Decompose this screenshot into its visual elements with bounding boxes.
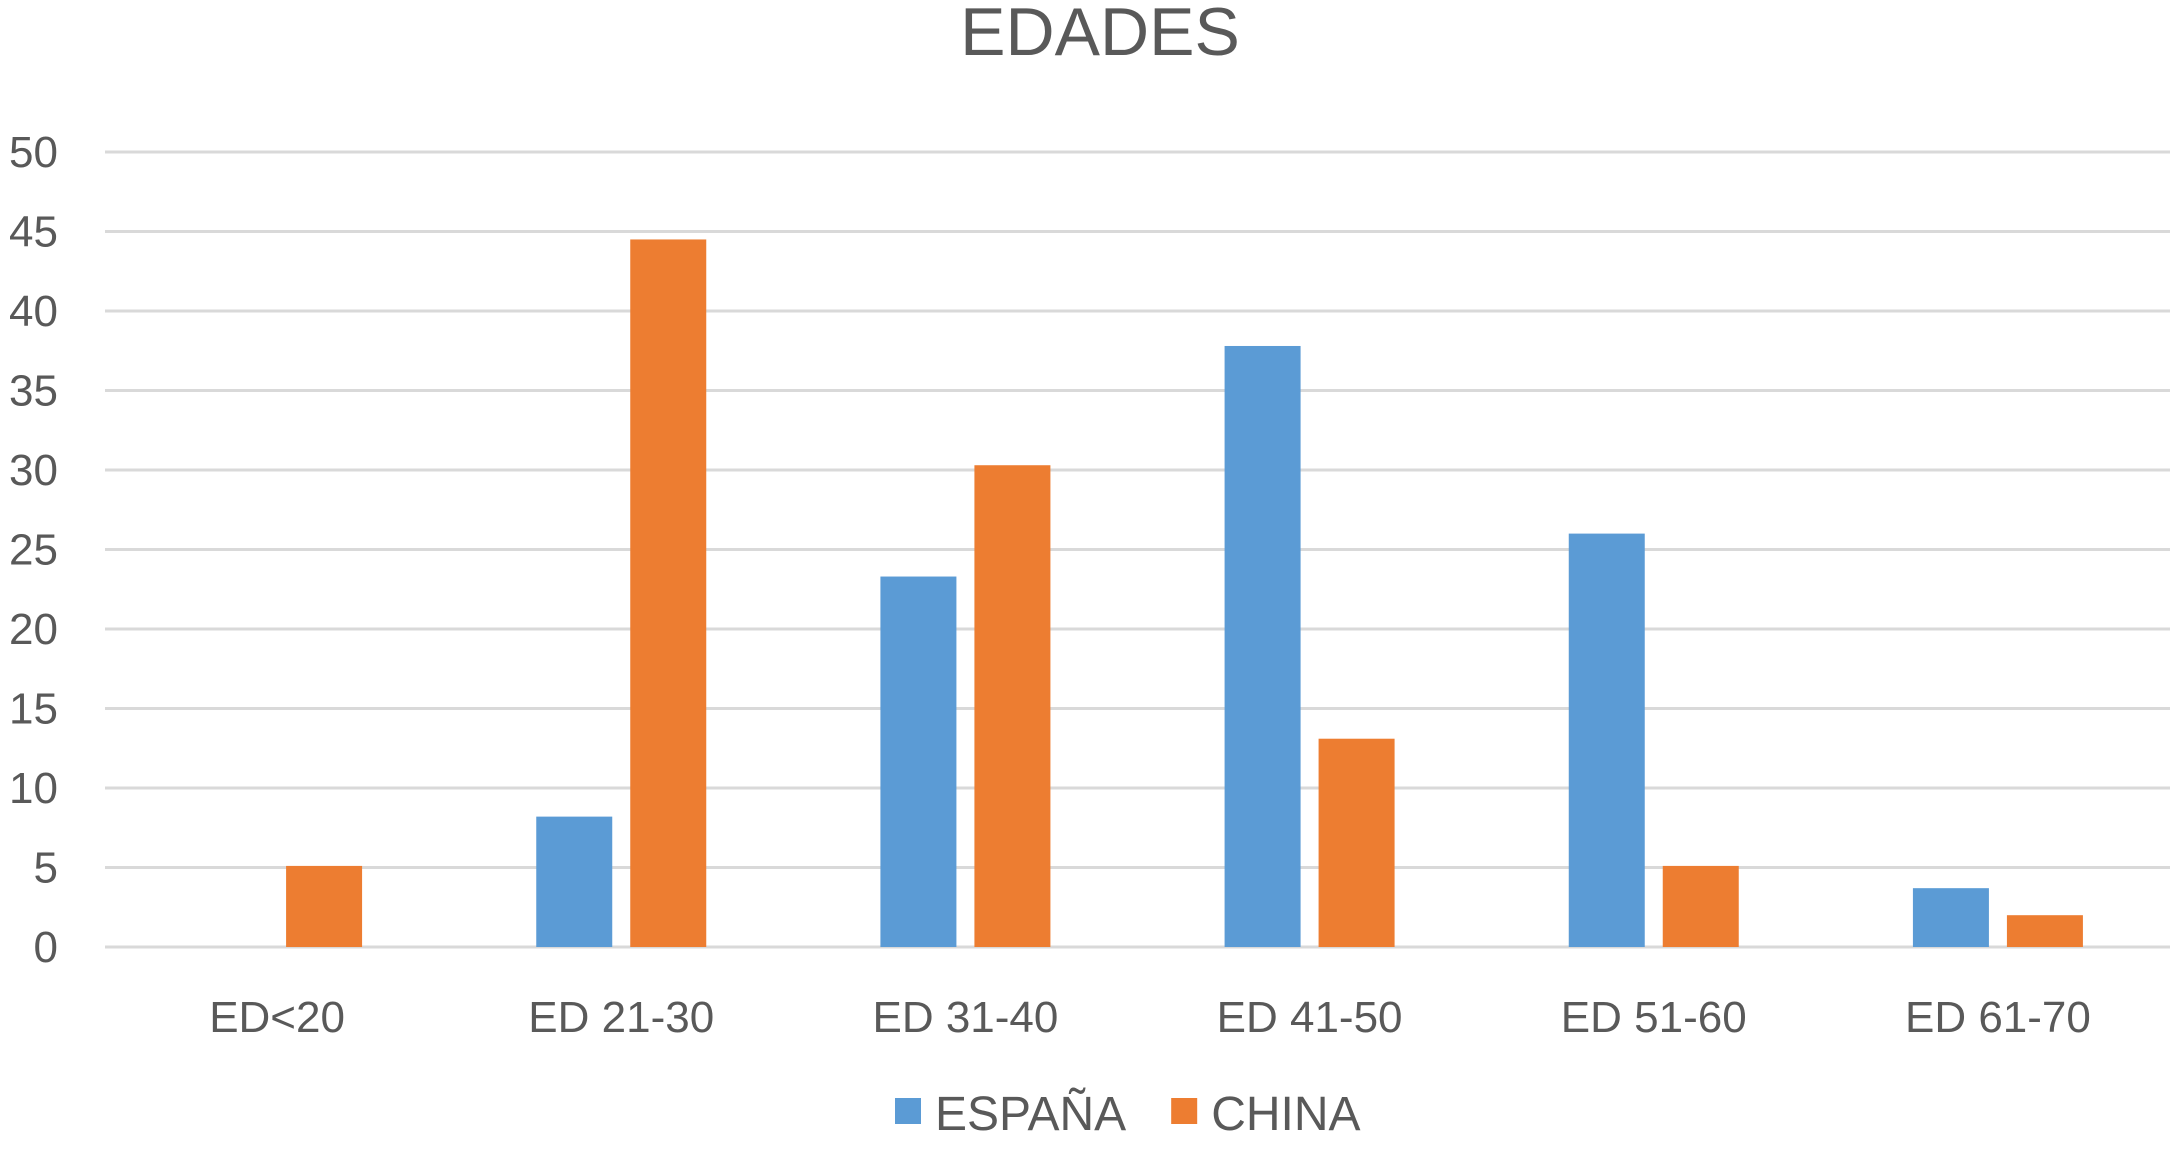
bar-espa-a-2	[880, 576, 957, 947]
legend: ESPAÑA CHINA	[895, 1087, 1361, 1141]
bar-china-4	[1662, 865, 1739, 947]
legend-swatch	[895, 1098, 921, 1124]
bar-espa-a-4	[1568, 533, 1645, 947]
y-tick-label: 40	[9, 287, 58, 336]
y-axis-ticks: 0 5 10 15 20 25 30 35 40 45 50	[9, 128, 58, 972]
y-tick-label: 5	[34, 844, 58, 893]
y-tick-label: 35	[9, 367, 58, 416]
y-tick-label: 45	[9, 208, 58, 257]
legend-label: CHINA	[1211, 1088, 1360, 1141]
y-tick-label: 50	[9, 128, 58, 177]
bar-china-0	[286, 865, 363, 947]
y-tick-label: 25	[9, 526, 58, 575]
bar-espa-a-5	[1912, 888, 1989, 947]
y-tick-label: 0	[34, 923, 58, 972]
bar-espa-a-1	[536, 816, 613, 947]
x-category-label: ED 41-50	[1217, 993, 1403, 1042]
x-category-label: ED 31-40	[872, 993, 1058, 1042]
x-category-label: ED 21-30	[528, 993, 714, 1042]
legend-label: ESPAÑA	[935, 1087, 1126, 1141]
bar-espa-a-3	[1224, 345, 1301, 948]
bar-china-2	[974, 465, 1051, 947]
y-tick-label: 15	[9, 685, 58, 734]
legend-swatch	[1171, 1098, 1198, 1124]
bar-china-5	[2006, 915, 2083, 947]
bar-china-1	[630, 239, 707, 947]
y-tick-label: 20	[9, 605, 58, 654]
x-category-label: ED<20	[209, 993, 345, 1042]
x-category-label: ED 61-70	[1905, 993, 2091, 1042]
x-category-label: ED 51-60	[1561, 993, 1747, 1042]
chart-title: EDADES	[960, 0, 1240, 70]
bar-china-3	[1318, 738, 1395, 947]
y-tick-label: 30	[9, 446, 58, 495]
y-tick-label: 10	[9, 764, 58, 813]
gridlines	[105, 150, 2170, 949]
bars	[286, 239, 2083, 948]
x-axis-categories: ED<20 ED 21-30 ED 31-40 ED 41-50 ED 51-60 ED …	[209, 993, 2091, 1042]
